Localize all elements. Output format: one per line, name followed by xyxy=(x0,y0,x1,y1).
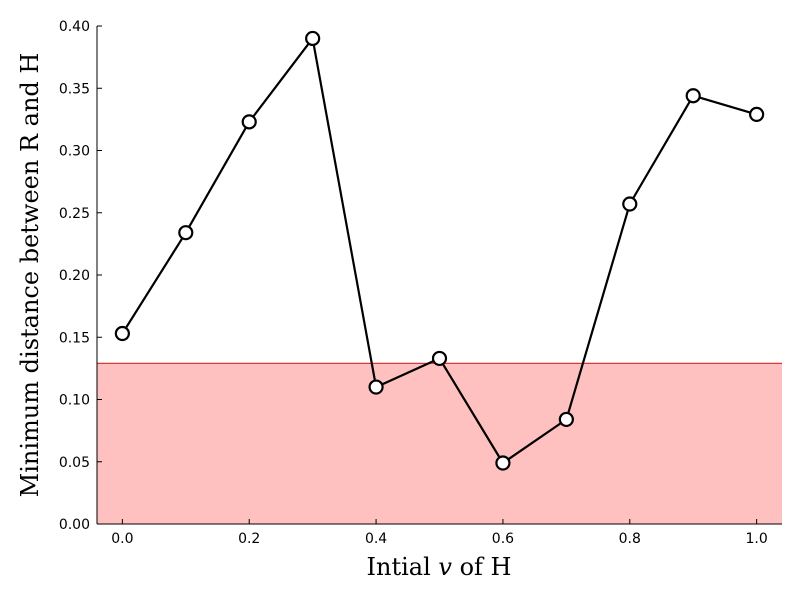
x-axis-label-suffix: of H xyxy=(452,553,512,581)
y-tick-label: 0.25 xyxy=(59,206,90,222)
y-tick-label: 0.35 xyxy=(59,81,90,97)
threshold-band xyxy=(97,363,782,524)
x-axis-label-prefix: Intial xyxy=(367,553,439,581)
series-layer xyxy=(114,30,765,471)
data-point xyxy=(558,411,574,428)
data-point xyxy=(178,225,194,241)
threshold-band-layer xyxy=(97,362,782,524)
tick-labels: 0.00 0.05 0.10 0.15 0.20 0.25 0.30 0.35 0.40 0.0 0… xyxy=(59,19,768,547)
x-tick-label: 0.2 xyxy=(238,531,260,547)
axes xyxy=(96,25,782,525)
y-tick-label: 0.20 xyxy=(59,268,90,284)
data-point xyxy=(495,455,511,471)
data-point xyxy=(622,196,638,212)
data-point xyxy=(114,325,130,342)
x-tick-label: 0.6 xyxy=(492,531,514,547)
x-tick-label: 0.8 xyxy=(619,531,641,547)
x-axis-label: Intial v of H xyxy=(367,553,512,581)
x-tick-label: 0.0 xyxy=(111,531,133,547)
y-tick-label: 0.40 xyxy=(59,19,90,35)
x-axis-label-variable: v xyxy=(438,553,452,581)
data-point xyxy=(431,350,448,367)
data-point xyxy=(749,106,765,122)
data-point xyxy=(368,379,384,395)
y-tick-label: 0.15 xyxy=(59,330,90,346)
y-tick-label: 0.00 xyxy=(59,517,90,533)
x-tick-label: 1.0 xyxy=(745,531,767,547)
y-tick-label: 0.05 xyxy=(59,455,90,471)
y-tick-label: 0.30 xyxy=(59,144,90,160)
data-point xyxy=(305,30,321,47)
y-axis-label: Minimum distance between R and H xyxy=(16,53,44,498)
data-point xyxy=(241,114,257,130)
data-point xyxy=(685,88,701,104)
y-tick-label: 0.10 xyxy=(59,393,90,409)
x-tick-label: 0.4 xyxy=(365,531,387,547)
